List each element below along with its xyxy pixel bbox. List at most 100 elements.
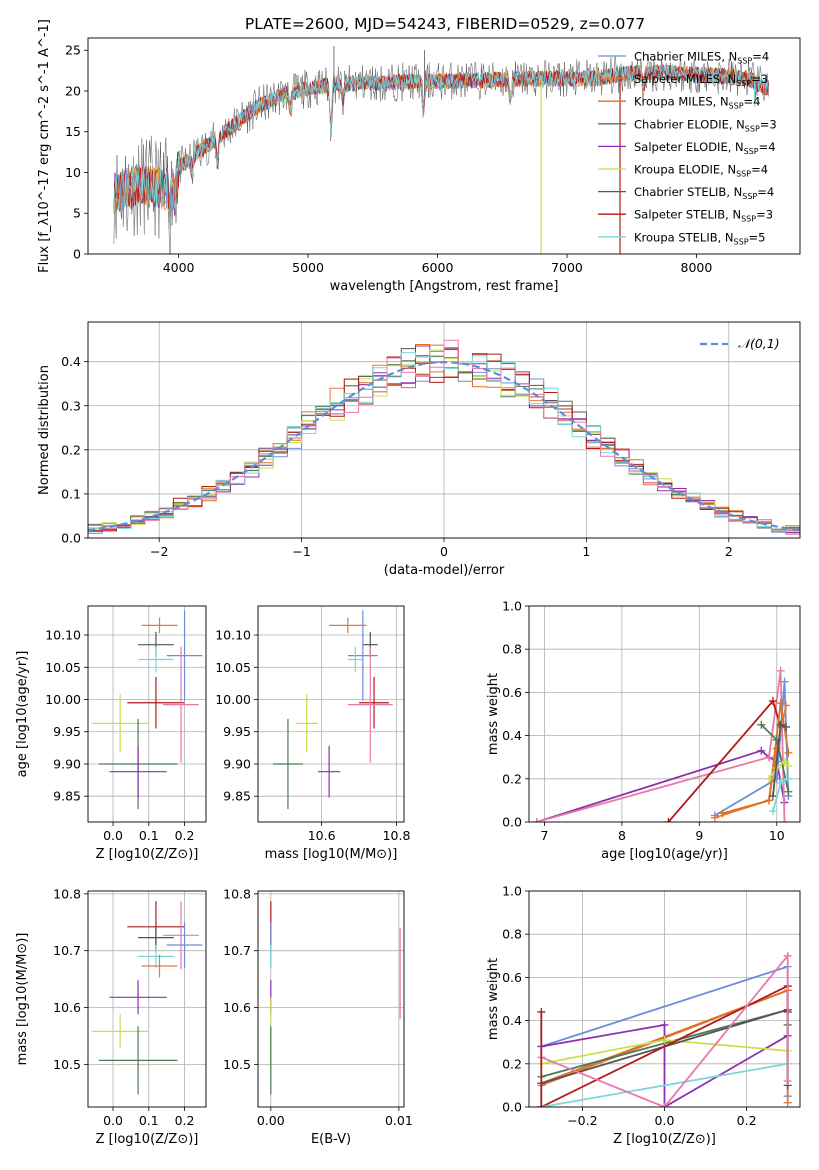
y-tick-label: 10.10 [215,628,251,643]
panel-spectrum: 4000 5000 6000 7000 8000 0 5 10 15 20 25 wavelength… [37,19,801,294]
x-tick-label: 8000 [681,260,713,275]
plus-marker [782,722,791,731]
panel-age-vs-Z: 0.0 0.1 0.2 9.85 9.90 9.95 10.00 10.05 10.10 Z [l… [15,605,207,862]
y-tick-label: 9.85 [53,789,81,804]
x-axis-label: E(B-V) [311,1132,351,1147]
legend-text: Kroupa STELIB, N [634,230,734,244]
legend-sub: SSP [745,124,760,133]
y-tick-label: 0.0 [502,815,522,830]
y-tick-label: 10.5 [53,1057,81,1072]
figure-title: PLATE=2600, MJD=54243, FIBERID=0529, z=0… [245,15,645,33]
y-tick-label: 0.4 [502,1013,522,1028]
x-tick-label: 6000 [422,260,454,275]
plus-marker [765,796,774,805]
plus-marker [768,807,777,816]
x-tick-label: 1 [582,544,590,559]
legend-text: Chabrier STELIB, N [634,185,742,199]
x-tick-label: 0.00 [257,1113,285,1128]
x-tick-label: 0.2 [175,828,195,843]
plus-marker [784,774,793,783]
y-axis-label: mass weight [486,958,501,1040]
y-tick-label: 15 [65,124,81,139]
legend-count: =5 [749,230,766,244]
x-tick-label: 8 [618,828,626,843]
plus-marker [765,774,774,783]
x-tick-label: 0.2 [175,1113,195,1128]
series-salpeter-elodie [541,1023,789,1107]
legend-entry: Kroupa ELODIE, NSSP=4 [634,163,768,179]
plus-marker [784,748,793,757]
plot-area [537,951,792,1107]
y-tick-label: 9.95 [223,724,251,739]
panel-massweight-vs-age: 7 8 9 10 0.0 0.2 0.4 0.6 0.8 1.0 age [log10(age/yr… [486,599,801,862]
legend-count: =4 [757,185,774,199]
plus-marker [780,818,789,822]
legend-entry: Chabrier STELIB, NSSP=4 [634,185,774,201]
panel-mass-vs-ebv: 0.00 0.01 10.5 10.6 10.7 10.8 E(B-V) [223,886,413,1147]
y-axis-label: age [log10(age/yr)] [15,651,30,778]
legend-text: Chabrier ELODIE, N [634,117,745,131]
panel-age-vs-mass: 10.6 10.8 9.85 9.90 9.95 10.00 10.05 10.10 mass … [215,605,410,862]
legend-count: =4 [744,95,761,109]
legend-entry: Chabrier ELODIE, NSSP=3 [634,117,777,133]
y-tick-label: 10.8 [223,886,251,901]
x-tick-label: 10 [769,828,785,843]
series-extra-pink [536,670,786,822]
plot-area [272,610,393,810]
y-tick-label: 0.8 [502,642,522,657]
plot-area [91,610,203,810]
axes-frame [87,605,207,823]
plus-marker [783,1098,792,1107]
y-tick-label: 10.7 [223,943,251,958]
legend-entry: 𝒩(0,1) [738,336,780,351]
plus-marker [710,813,719,822]
spectrum-kroupa-stelib [113,64,770,229]
x-tick-label: 10.6 [308,828,336,843]
x-tick-label: 0.0 [103,1113,123,1128]
x-axis-label: Z [log10(Z/Z⊙)] [96,1132,199,1147]
y-tick-label: 0.4 [502,728,522,743]
x-axis-label: mass [log10(M/M⊙)] [265,847,398,862]
y-tick-label: 9.90 [53,756,81,771]
plus-marker [776,779,785,788]
plus-marker [532,818,541,822]
plot-area [113,46,770,254]
legend-entry: Chabrier MILES, NSSP=4 [634,50,769,66]
axes-frame [257,605,405,823]
legend-sub: SSP [741,215,756,224]
y-tick-label: 0.0 [61,531,81,546]
y-tick-label: 0.2 [61,442,81,457]
legend-count: =3 [760,117,777,131]
y-tick-label: 0.6 [502,970,522,985]
y-tick-label: 25 [65,43,81,58]
legend-sub: SSP [737,57,752,66]
series-extra-pink [540,953,789,1107]
y-tick-label: 10.6 [53,1000,81,1015]
x-tick-label: 2 [725,544,733,559]
plus-marker [660,1020,669,1029]
y-axis-label: Flux [f_λ10^-17 erg cm^-2 s^-1 A^-1] [37,19,52,273]
y-tick-label: 10.00 [215,692,251,707]
normal-curve [88,360,800,532]
y-tick-label: 0.1 [61,486,81,501]
plot-area [91,901,203,1095]
x-tick-label: −2 [150,544,168,559]
x-tick-label: 0.0 [103,828,123,843]
axes-frame [87,37,801,255]
axes-frame [257,890,405,1108]
y-tick-label: 9.90 [223,756,251,771]
x-axis-label: age [log10(age/yr)] [601,847,728,862]
y-tick-label: 10.10 [45,628,81,643]
plot-area [88,339,800,537]
legend-sub: SSP [734,237,749,246]
y-tick-label: 10.6 [223,1000,251,1015]
plus-marker [782,701,791,710]
y-tick-label: 0.2 [502,771,522,786]
y-tick-label: 10.05 [45,660,81,675]
y-tick-label: 10.5 [223,1057,251,1072]
plus-marker [757,746,766,755]
legend-count: =3 [751,72,768,86]
y-tick-label: 10.00 [45,692,81,707]
legend-entry: Kroupa MILES, NSSP=4 [634,95,760,111]
